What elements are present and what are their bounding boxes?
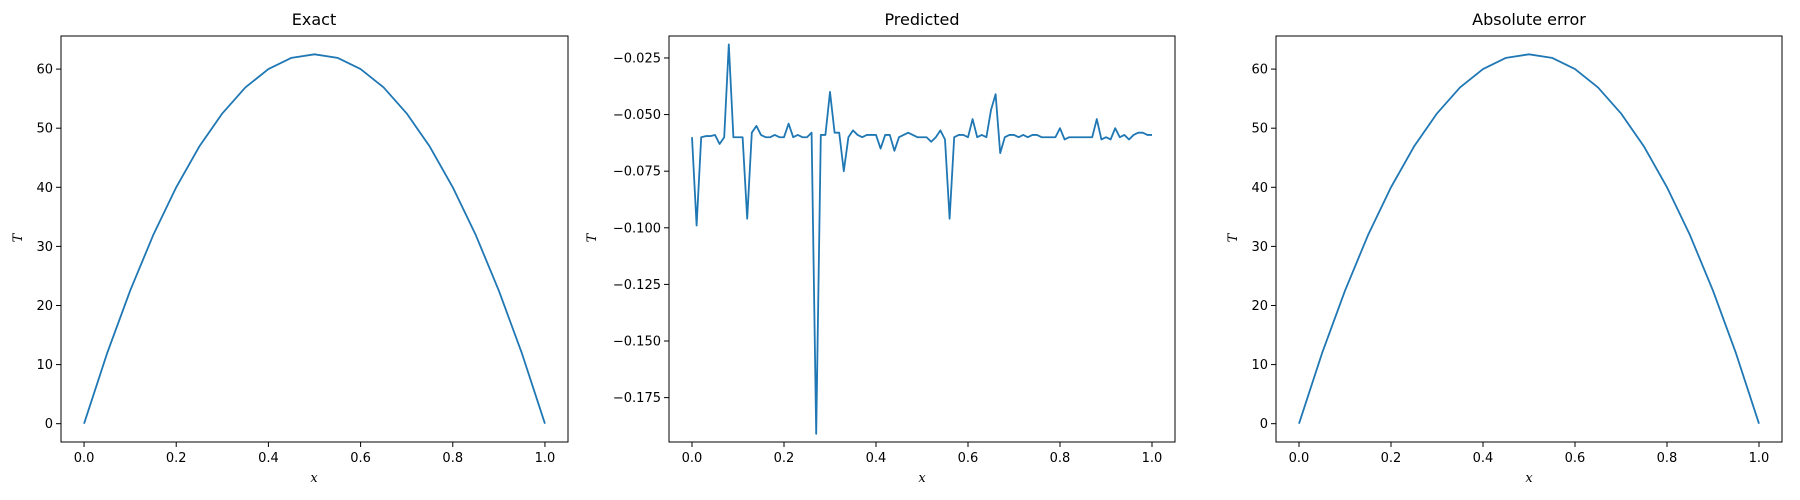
x-tick-label: 0.6 [350, 451, 371, 466]
x-tick-label: 0.2 [1381, 451, 1402, 466]
y-tick-label: 10 [36, 358, 53, 373]
y-tick-label: 40 [1251, 181, 1268, 196]
series-line [1298, 53, 1760, 424]
y-axis-label: T [1226, 232, 1241, 242]
y-tick-label: −0.125 [613, 278, 661, 293]
x-tick-label: 1.0 [1142, 451, 1163, 466]
x-tick-label: 0.4 [1473, 451, 1494, 466]
y-tick-label: 30 [36, 240, 53, 255]
x-tick-label: 0.0 [1289, 451, 1310, 466]
y-tick-label: 60 [1251, 63, 1268, 78]
y-tick-label: −0.025 [613, 51, 661, 66]
chart-title: Exact [292, 10, 336, 29]
x-tick-label: 0.2 [166, 451, 187, 466]
plot-area: 0.0 0.2 0.4 0.6 0.8 1.0 −0.175 −0.150 −0.125 −0.1… [613, 35, 1176, 466]
y-tick-label: 20 [36, 299, 53, 314]
x-tick-label: 1.0 [535, 451, 556, 466]
x-tick-label: 0.4 [866, 451, 887, 466]
chart-title: Predicted [884, 10, 959, 29]
axes-frame [668, 35, 1176, 443]
x-tick-label: 0.8 [1657, 451, 1678, 466]
y-tick-label: 30 [1251, 240, 1268, 255]
x-tick-label: 1.0 [1749, 451, 1770, 466]
y-axis-label: T [11, 232, 26, 242]
x-axis-label: x [310, 471, 318, 486]
chart-title: Absolute error [1472, 10, 1586, 29]
chart-panel-exact: Exact x T 0.0 0.2 0.4 0.6 0.8 1.0 0 10 20 30 40 50 6… [11, 10, 569, 486]
y-tick-label: 50 [36, 122, 53, 137]
plot-area: 0.0 0.2 0.4 0.6 0.8 1.0 0 10 20 30 40 50 60 [1251, 35, 1783, 466]
y-tick-label: −0.150 [613, 335, 661, 350]
x-tick-label: 0.0 [74, 451, 95, 466]
series-line [691, 43, 1152, 435]
x-tick-label: 0.4 [258, 451, 279, 466]
axes-frame [60, 35, 569, 443]
y-tick-label: −0.100 [613, 221, 661, 236]
chart-panel-absolute-error: Absolute error x T 0.0 0.2 0.4 0.6 0.8 1.0 0 10… [1226, 10, 1783, 486]
x-tick-label: 0.2 [774, 451, 795, 466]
y-tick-label: −0.075 [613, 165, 661, 180]
y-tick-label: 0 [45, 417, 53, 432]
x-tick-label: 0.8 [442, 451, 463, 466]
y-tick-label: 40 [36, 181, 53, 196]
y-tick-label: 20 [1251, 299, 1268, 314]
y-tick-label: −0.175 [613, 391, 661, 406]
y-tick-label: 10 [1251, 358, 1268, 373]
x-tick-label: 0.6 [1565, 451, 1586, 466]
x-tick-label: 0.8 [1050, 451, 1071, 466]
x-tick-label: 0.6 [958, 451, 979, 466]
chart-panel-predicted: Predicted x T 0.0 0.2 0.4 0.6 0.8 1.0 −0.175 −0… [585, 10, 1176, 486]
x-axis-label: x [1525, 471, 1533, 486]
y-tick-label: −0.050 [613, 108, 661, 123]
y-tick-label: 60 [36, 63, 53, 78]
y-tick-label: 0 [1260, 417, 1268, 432]
x-axis-label: x [918, 471, 926, 486]
series-line [83, 53, 546, 424]
plot-area: 0.0 0.2 0.4 0.6 0.8 1.0 0 10 20 30 40 50 60 [36, 35, 569, 466]
x-tick-label: 0.0 [682, 451, 703, 466]
axes-frame [1275, 35, 1783, 443]
y-tick-label: 50 [1251, 122, 1268, 137]
y-axis-label: T [585, 232, 600, 242]
